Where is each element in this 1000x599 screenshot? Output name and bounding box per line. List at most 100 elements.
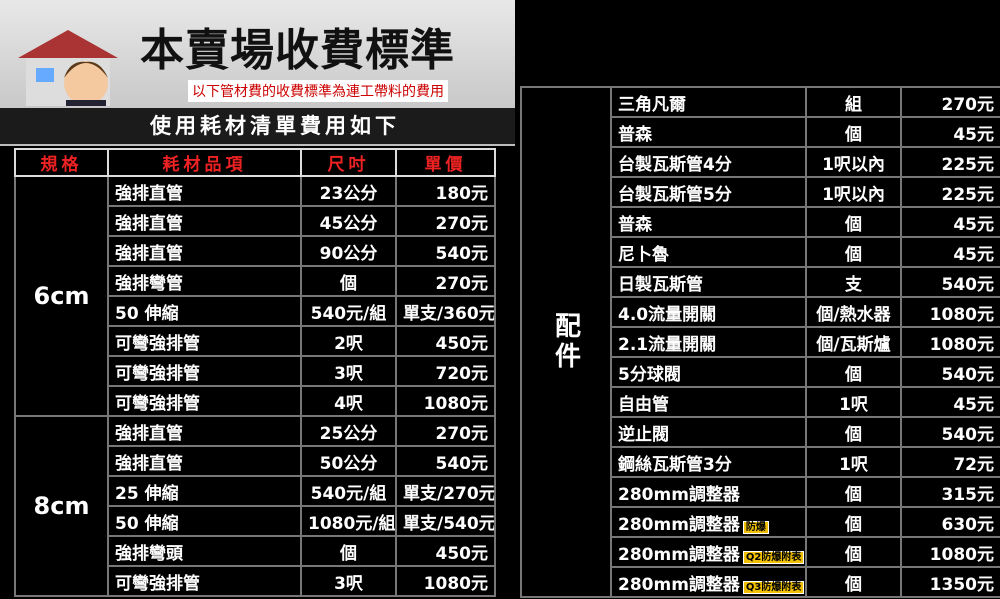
price: 1080元 bbox=[900, 326, 1000, 358]
price: 單支/270元 bbox=[395, 475, 496, 507]
title: 本賣場收費標準 bbox=[140, 25, 455, 76]
row: 普森 個 45元 bbox=[521, 206, 1000, 238]
size: 540元/組 bbox=[300, 475, 397, 507]
item: 逆止閥 bbox=[618, 424, 669, 445]
item: 280mm調整器 bbox=[618, 544, 740, 565]
price: 270元 bbox=[395, 205, 496, 237]
price: 450元 bbox=[395, 325, 496, 357]
item-cell: 2.1流量開關 bbox=[610, 326, 807, 358]
row: 280mm調整器 防爆個 630元 bbox=[521, 506, 1000, 538]
price: 1080元 bbox=[900, 296, 1000, 328]
column-header: 規格 bbox=[14, 148, 109, 177]
item: 可彎強排管 bbox=[115, 363, 200, 384]
column-header: 耗材品項 bbox=[107, 148, 302, 177]
size: 個 bbox=[805, 116, 902, 148]
item-cell: 50 伸縮 bbox=[107, 505, 302, 537]
item-cell: 普森 bbox=[610, 116, 807, 148]
size: 個 bbox=[805, 506, 902, 538]
size: 個 bbox=[300, 265, 397, 297]
item: 25 伸縮 bbox=[115, 483, 179, 504]
item: 2.1流量開關 bbox=[618, 334, 717, 355]
item: 5分球閥 bbox=[618, 364, 681, 385]
item-cell: 4.0流量開關 bbox=[610, 296, 807, 328]
item-cell: 50 伸縮 bbox=[107, 295, 302, 327]
size: 23公分 bbox=[300, 175, 397, 207]
price: 72元 bbox=[900, 446, 1000, 478]
size: 90公分 bbox=[300, 235, 397, 267]
row: 可彎強排管 3呎 720元 bbox=[15, 355, 496, 387]
price: 單支/360元 bbox=[395, 295, 496, 327]
item: 280mm調整器 bbox=[618, 514, 740, 535]
price: 1080元 bbox=[395, 385, 496, 417]
tag: Q3防爆附表 bbox=[742, 580, 804, 594]
price: 45元 bbox=[900, 386, 1000, 418]
item-cell: 可彎強排管 bbox=[107, 565, 302, 597]
row: 台製瓦斯管5分 1呎以內 225元 bbox=[521, 176, 1000, 208]
price: 270元 bbox=[900, 86, 1000, 118]
price: 540元 bbox=[900, 416, 1000, 448]
subtitle: 以下管材費的收費標準為連工帶料的費用 bbox=[188, 80, 448, 102]
size: 個 bbox=[805, 476, 902, 508]
size: 個 bbox=[805, 206, 902, 238]
item: 鋼絲瓦斯管3分 bbox=[618, 454, 732, 475]
size: 1呎以內 bbox=[805, 146, 902, 178]
row: 4.0流量開關 個/熱水器 1080元 bbox=[521, 296, 1000, 328]
right-table: 配件 三角凡爾組 270元 普森個 45元 台製瓦斯管4分 1呎以內 225元 台製瓦斯管5分 1… bbox=[520, 86, 1000, 598]
price: 1080元 bbox=[900, 536, 1000, 568]
price: 720元 bbox=[395, 355, 496, 387]
item-cell: 強排直管 bbox=[107, 235, 302, 267]
row: 尼卜魯 個 45元 bbox=[521, 236, 1000, 268]
item-cell: 普森 bbox=[610, 206, 807, 238]
column-header: 尺吋 bbox=[300, 148, 397, 177]
price: 450元 bbox=[395, 535, 496, 567]
size: 個 bbox=[300, 535, 397, 567]
item-cell: 三角凡爾 bbox=[610, 86, 807, 118]
item: 強排直管 bbox=[115, 423, 183, 444]
item-cell: 可彎強排管 bbox=[107, 355, 302, 387]
item-cell: 280mm調整器 防爆 bbox=[610, 506, 807, 538]
size: 45公分 bbox=[300, 205, 397, 237]
price: 45元 bbox=[900, 236, 1000, 268]
row: 280mm調整器 Q2防爆附表個 1080元 bbox=[521, 536, 1000, 568]
size: 組 bbox=[805, 86, 902, 118]
size: 50公分 bbox=[300, 445, 397, 477]
size: 個 bbox=[805, 566, 902, 598]
price: 45元 bbox=[900, 206, 1000, 238]
header-row: 規格 耗材品項 尺吋 單價 bbox=[14, 148, 496, 177]
size: 25公分 bbox=[300, 415, 397, 447]
row: 280mm調整器 Q3防爆附表個 1350元 bbox=[521, 566, 1000, 598]
item: 台製瓦斯管4分 bbox=[618, 154, 732, 175]
row: 鋼絲瓦斯管3分 1呎 72元 bbox=[521, 446, 1000, 478]
price: 1350元 bbox=[900, 566, 1000, 598]
row: 可彎強排管 2呎 450元 bbox=[15, 325, 496, 357]
row: 50 伸縮 1080元/組 單支/540元 bbox=[15, 505, 496, 537]
row: 強排直管 50公分 540元 bbox=[15, 445, 496, 477]
item: 強排直管 bbox=[115, 183, 183, 204]
price: 225元 bbox=[900, 146, 1000, 178]
price: 270元 bbox=[395, 415, 496, 447]
row: 可彎強排管 4呎 1080元 bbox=[15, 385, 496, 417]
item-cell: 強排直管 bbox=[107, 205, 302, 237]
item: 自由管 bbox=[618, 394, 669, 415]
price: 270元 bbox=[395, 265, 496, 297]
row: 強排直管 90公分 540元 bbox=[15, 235, 496, 267]
item: 強排彎頭 bbox=[115, 543, 183, 564]
item: 普森 bbox=[618, 214, 652, 235]
item: 強排彎管 bbox=[115, 273, 183, 294]
item-cell: 強排直管 bbox=[107, 415, 302, 447]
size: 個 bbox=[805, 536, 902, 568]
item: 280mm調整器 bbox=[618, 484, 740, 505]
size: 4呎 bbox=[300, 385, 397, 417]
size: 3呎 bbox=[300, 355, 397, 387]
house-icon bbox=[18, 30, 118, 106]
size: 個 bbox=[805, 416, 902, 448]
item: 日製瓦斯管 bbox=[618, 274, 703, 295]
price: 540元 bbox=[900, 356, 1000, 388]
item-cell: 可彎強排管 bbox=[107, 325, 302, 357]
row: 5分球閥 個 540元 bbox=[521, 356, 1000, 388]
price: 180元 bbox=[395, 175, 496, 207]
size: 1呎以內 bbox=[805, 176, 902, 208]
item-cell: 5分球閥 bbox=[610, 356, 807, 388]
item-cell: 強排彎管 bbox=[107, 265, 302, 297]
